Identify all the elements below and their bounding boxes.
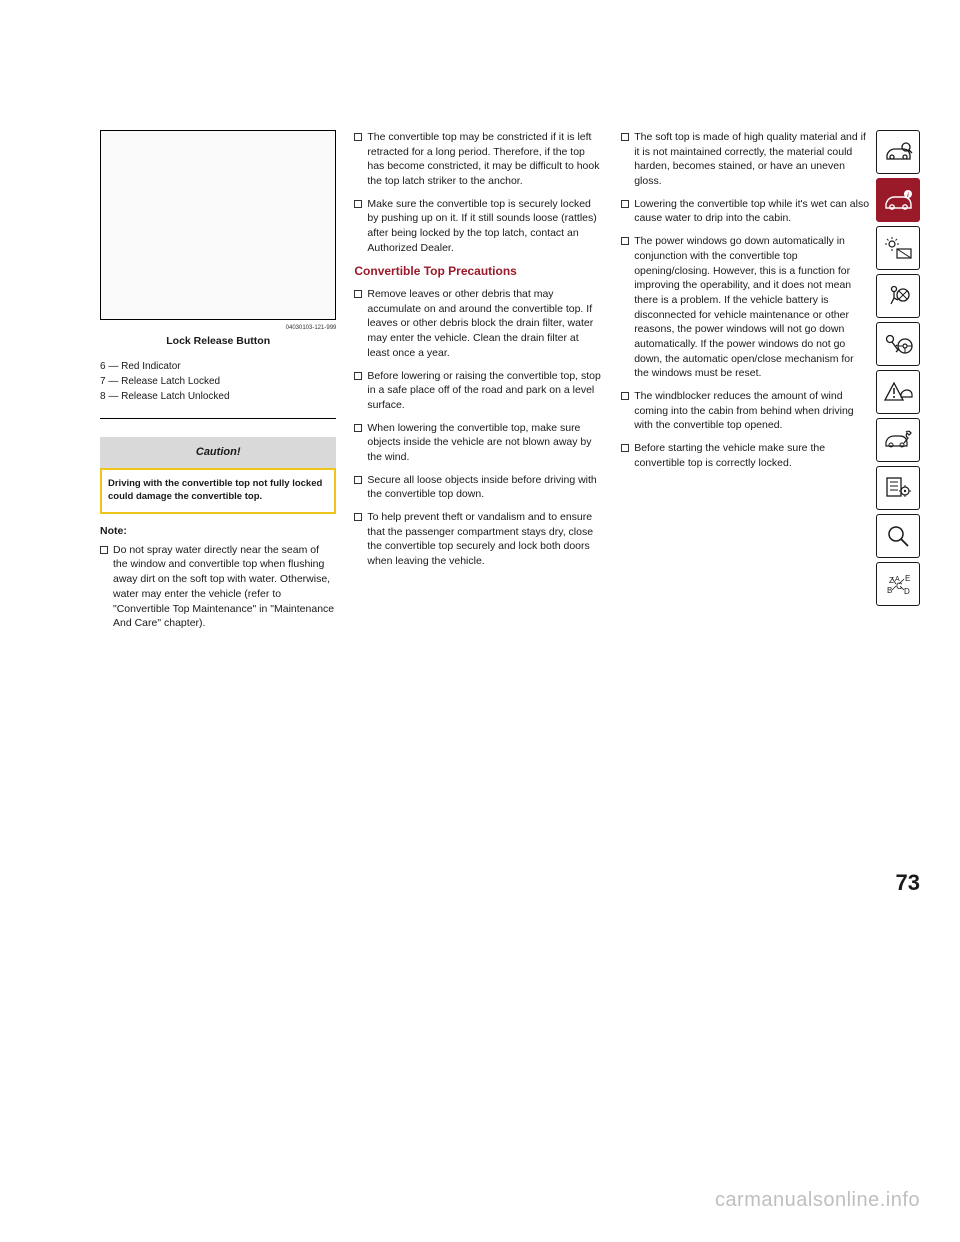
square-bullet-icon <box>354 133 362 141</box>
figure-code: 04030103-121-999 <box>100 324 336 332</box>
bullet-text: Make sure the convertible top is securel… <box>367 197 603 256</box>
nav-tab-airbag-icon[interactable] <box>876 274 920 318</box>
bullet-text: When lowering the convertible top, make … <box>367 421 603 465</box>
square-bullet-icon <box>354 372 362 380</box>
bullet-item: Remove leaves or other debris that may a… <box>354 287 603 360</box>
figure-image-placeholder <box>100 130 336 320</box>
square-bullet-icon <box>354 513 362 521</box>
nav-tab-index-icon[interactable]: ZBEDCA <box>876 562 920 606</box>
page-content: 04030103-121-999 Lock Release Button 6 —… <box>100 130 870 890</box>
bullet-text: The soft top is made of high quality mat… <box>634 130 870 189</box>
nav-tab-key-wheel-icon[interactable] <box>876 322 920 366</box>
bullet-text: Remove leaves or other debris that may a… <box>367 287 603 360</box>
page-number: 73 <box>896 870 920 896</box>
bullet-item: Before starting the vehicle make sure th… <box>621 441 870 470</box>
square-bullet-icon <box>621 392 629 400</box>
bullet-item: Do not spray water directly near the sea… <box>100 543 336 631</box>
nav-tab-search-icon[interactable] <box>876 514 920 558</box>
nav-tab-maintenance-icon[interactable] <box>876 418 920 462</box>
bullet-text: Before lowering or raising the convertib… <box>367 369 603 413</box>
bullet-item: Make sure the convertible top is securel… <box>354 197 603 256</box>
figure-legend: 6 — Red Indicator 7 — Release Latch Lock… <box>100 359 336 404</box>
bullet-text: To help prevent theft or vandalism and t… <box>367 510 603 569</box>
bullet-text: Lowering the convertible top while it's … <box>634 197 870 226</box>
square-bullet-icon <box>354 290 362 298</box>
column-3: The soft top is made of high quality mat… <box>621 130 870 890</box>
bullet-text: The convertible top may be constricted i… <box>367 130 603 189</box>
nav-tab-car-info-icon[interactable]: i <box>876 178 920 222</box>
sidebar-nav: i ZBEDCA <box>876 130 920 606</box>
bullet-item: When lowering the convertible top, make … <box>354 421 603 465</box>
section-heading: Convertible Top Precautions <box>354 264 603 280</box>
legend-item: 7 — Release Latch Locked <box>100 374 336 389</box>
legend-item: 8 — Release Latch Unlocked <box>100 389 336 404</box>
svg-text:B: B <box>887 586 892 595</box>
caution-header: Caution! <box>100 437 336 468</box>
square-bullet-icon <box>354 200 362 208</box>
bullet-text: Before starting the vehicle make sure th… <box>634 441 870 470</box>
square-bullet-icon <box>621 444 629 452</box>
nav-tab-display-icon[interactable] <box>876 226 920 270</box>
column-1: 04030103-121-999 Lock Release Button 6 —… <box>100 130 336 890</box>
note-label: Note: <box>100 524 336 539</box>
bullet-item: The soft top is made of high quality mat… <box>621 130 870 189</box>
square-bullet-icon <box>100 546 108 554</box>
bullet-item: To help prevent theft or vandalism and t… <box>354 510 603 569</box>
nav-tab-warning-car-icon[interactable] <box>876 370 920 414</box>
divider <box>100 418 336 419</box>
caution-body: Driving with the convertible top not ful… <box>100 468 336 514</box>
bullet-item: The convertible top may be constricted i… <box>354 130 603 189</box>
square-bullet-icon <box>621 133 629 141</box>
square-bullet-icon <box>354 424 362 432</box>
svg-text:A: A <box>895 576 900 583</box>
watermark: carmanualsonline.info <box>715 1189 920 1212</box>
legend-item: 6 — Red Indicator <box>100 359 336 374</box>
nav-tab-checklist-icon[interactable] <box>876 466 920 510</box>
square-bullet-icon <box>621 200 629 208</box>
square-bullet-icon <box>354 476 362 484</box>
section-heading-text: Convertible Top Precautions <box>354 264 516 278</box>
bullet-item: The power windows go down automatically … <box>621 234 870 381</box>
figure-caption: Lock Release Button <box>100 334 336 349</box>
bullet-text: The power windows go down automatically … <box>634 234 870 381</box>
svg-text:E: E <box>905 574 910 583</box>
column-2: The convertible top may be constricted i… <box>354 130 603 890</box>
nav-tab-search-car-icon[interactable] <box>876 130 920 174</box>
bullet-item: Secure all loose objects inside before d… <box>354 473 603 502</box>
bullet-text: Do not spray water directly near the sea… <box>113 543 336 631</box>
bullet-text: Secure all loose objects inside before d… <box>367 473 603 502</box>
bullet-text: The windblocker reduces the amount of wi… <box>634 389 870 433</box>
bullet-item: Lowering the convertible top while it's … <box>621 197 870 226</box>
square-bullet-icon <box>621 237 629 245</box>
bullet-item: The windblocker reduces the amount of wi… <box>621 389 870 433</box>
bullet-item: Before lowering or raising the convertib… <box>354 369 603 413</box>
svg-text:D: D <box>904 587 910 596</box>
